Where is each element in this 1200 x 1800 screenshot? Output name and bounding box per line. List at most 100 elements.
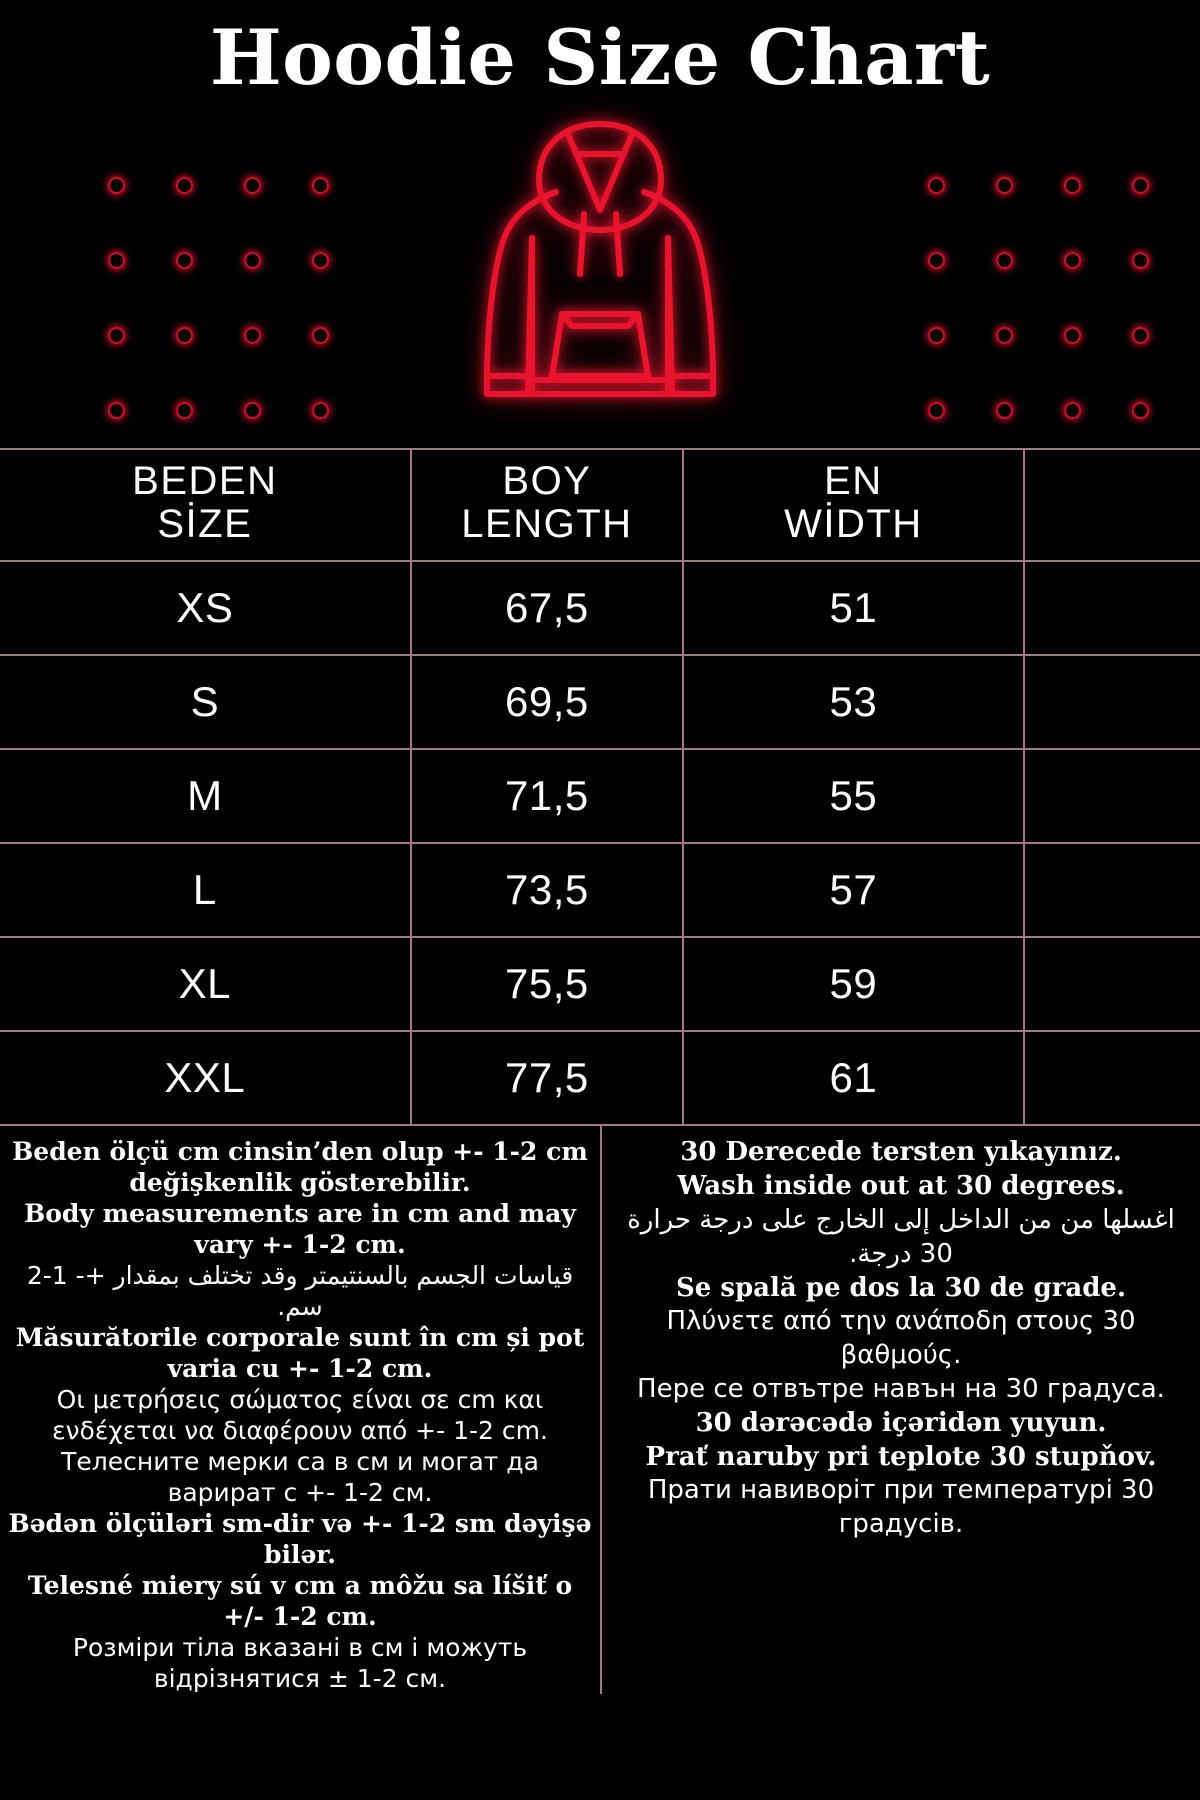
header-line2: SİZE (157, 502, 253, 547)
ring-dot-icon (107, 252, 125, 269)
ring-dot-icon (1131, 402, 1149, 419)
cell-size: S (0, 654, 412, 751)
ring-dot-icon (107, 402, 125, 419)
ring-dot-icon (1131, 252, 1149, 269)
ring-dot-icon (995, 327, 1013, 344)
cell-extra (1022, 560, 1200, 657)
washing-note-tr: 30 Derecede tersten yıkayınız. (680, 1137, 1122, 1168)
measurement-note-ar: قياسات الجسم بالسنتيمتر وقد تختلف بمقدار… (26, 1261, 574, 1322)
cell-width: 59 (682, 936, 1025, 1033)
ring-dot-icon (175, 177, 193, 194)
header-line1: BEDEN (132, 459, 278, 503)
ring-dot-icon (175, 327, 193, 344)
cell-width: 53 (682, 654, 1025, 751)
cell-length: 77,5 (409, 1030, 685, 1125)
header-line2: LENGTH (461, 502, 633, 547)
ring-dot-icon (1131, 177, 1149, 194)
ring-dot-icon (1063, 177, 1081, 194)
cell-width: 51 (682, 560, 1025, 657)
cell-extra (1022, 654, 1200, 751)
header-line1: EN (824, 459, 883, 503)
measurement-note-el: Οι μετρήσεις σώματος είναι σε cm και ενδ… (52, 1385, 548, 1446)
ring-dot-icon (927, 177, 945, 194)
ring-dot-icon (311, 327, 329, 344)
ring-dot-icon (311, 402, 329, 419)
table-row: M 71,5 55 (0, 748, 1200, 845)
ring-dot-icon (995, 177, 1013, 194)
column-header-length: BOY LENGTH (409, 447, 685, 562)
table-row: L 73,5 57 (0, 842, 1200, 939)
cell-extra (1022, 1030, 1200, 1125)
cell-size: XL (0, 936, 412, 1033)
cell-extra (1022, 748, 1200, 845)
table-header-row: BEDEN SİZE BOY LENGTH EN WİDTH (0, 447, 1200, 562)
washing-note-bg: Пере се отвътре навън на 30 градуса. (637, 1373, 1165, 1404)
measurement-note-sk: Telesné miery sú v cm a môžu sa líšiť o … (27, 1571, 573, 1632)
ring-dot-icon (243, 177, 261, 194)
notes-section: Beden ölçü cm cinsin’den olup +- 1-2 cm … (0, 1124, 1200, 1695)
washing-note-el: Πλύνετε από την ανάποδη στους 30 βαθμούς… (666, 1306, 1136, 1371)
ring-dot-icon (175, 252, 193, 269)
ring-dot-icon (927, 402, 945, 419)
header-line2: WİDTH (784, 502, 923, 547)
cell-width: 57 (682, 842, 1025, 939)
cell-width: 61 (682, 1030, 1025, 1125)
cell-length: 67,5 (409, 560, 685, 657)
ring-dot-icon (1063, 327, 1081, 344)
ring-dot-icon (311, 252, 329, 269)
ring-dot-icon (1063, 252, 1081, 269)
ring-dot-icon (243, 327, 261, 344)
cell-size: XXL (0, 1030, 412, 1125)
table-row: S 69,5 53 (0, 654, 1200, 751)
measurement-note-tr: Beden ölçü cm cinsin’den olup +- 1-2 cm … (12, 1137, 588, 1198)
washing-note-sk: Prať naruby pri teplote 30 stupňov. (645, 1441, 1157, 1472)
cell-length: 71,5 (409, 748, 685, 845)
table-row: XXL 77,5 61 (0, 1030, 1200, 1125)
measurement-note-uk: Розміри тіла вказані в см і можуть відрі… (72, 1633, 528, 1694)
washing-note-uk: Прати навиворіт при температурі 30 граду… (647, 1475, 1155, 1540)
cell-width: 55 (682, 748, 1025, 845)
washing-note-ar: اغسلها من من الداخل إلى الخارج على درجة … (627, 1204, 1175, 1269)
size-table: BEDEN SİZE BOY LENGTH EN WİDTH XS (0, 447, 1200, 1125)
washing-note-ro: Se spală pe dos la 30 de grade. (675, 1272, 1127, 1303)
column-header-size: BEDEN SİZE (0, 447, 412, 562)
cell-extra (1022, 936, 1200, 1033)
cell-length: 69,5 (409, 654, 685, 751)
page-title: Hoodie Size Chart (209, 13, 991, 102)
ring-dot-icon (1131, 327, 1149, 344)
washing-note-en: Wash inside out at 30 degrees. (677, 1171, 1125, 1202)
measurement-note-az: Bədən ölçüləri sm-dir və +- 1-2 sm dəyiş… (8, 1509, 592, 1570)
dot-grid-left (82, 148, 354, 448)
measurement-note-bg: Телесните мерки са в см и могат да варир… (61, 1447, 539, 1508)
ring-dot-icon (175, 402, 193, 419)
washing-note-panel: 30 Derecede tersten yıkayınız. Wash insi… (600, 1124, 1200, 1695)
ring-dot-icon (1063, 402, 1081, 419)
hero-banner: Hoodie Size Chart (0, 0, 1200, 448)
measurement-note-en: Body measurements are in cm and may vary… (24, 1199, 576, 1260)
hoodie-outline-icon (432, 118, 768, 418)
table-row: XS 67,5 51 (0, 560, 1200, 657)
measurement-note-panel: Beden ölçü cm cinsin’den olup +- 1-2 cm … (0, 1124, 600, 1694)
cell-extra (1022, 842, 1200, 939)
ring-dot-icon (927, 252, 945, 269)
cell-size: L (0, 842, 412, 939)
column-header-width: EN WİDTH (682, 447, 1025, 562)
cell-size: XS (0, 560, 412, 657)
ring-dot-icon (243, 252, 261, 269)
cell-length: 73,5 (409, 842, 685, 939)
ring-dot-icon (243, 402, 261, 419)
ring-dot-icon (311, 177, 329, 194)
ring-dot-icon (927, 327, 945, 344)
dot-grid-right (902, 148, 1174, 448)
washing-note-az: 30 dərəcədə içəridən yuyun. (695, 1407, 1107, 1438)
measurement-note-ro: Măsurătorile corporale sunt în cm și pot… (15, 1323, 585, 1384)
table-row: XL 75,5 59 (0, 936, 1200, 1033)
cell-size: M (0, 748, 412, 845)
column-header-spacer (1022, 447, 1200, 562)
ring-dot-icon (995, 252, 1013, 269)
ring-dot-icon (107, 177, 125, 194)
ring-dot-icon (995, 402, 1013, 419)
ring-dot-icon (107, 327, 125, 344)
cell-length: 75,5 (409, 936, 685, 1033)
